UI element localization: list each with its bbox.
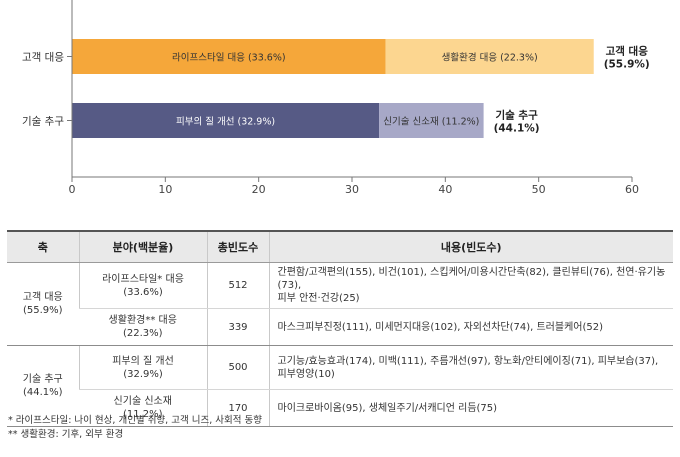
field-cell: 피부의 질 개선 (32.9%) bbox=[78, 345, 207, 390]
footnote-environment: ** 생활환경: 기후, 외부 환경 bbox=[8, 429, 124, 440]
stacked-bar-chart: 0 10 20 30 40 50 60 고객 대응 라이프스타일 대응 (33.6%) 생활환경… bbox=[22, 0, 650, 196]
category-label: 기술 추구 bbox=[22, 116, 64, 128]
category-label: 고객 대응 bbox=[22, 52, 64, 64]
content-line: 피부 안전·건강(25) bbox=[277, 293, 360, 304]
field-percent: (11.2%) bbox=[122, 409, 163, 420]
x-tick-label: 20 bbox=[252, 183, 266, 196]
x-tick-label: 60 bbox=[625, 183, 639, 196]
content-line: 고기능/효능효과(174), 미백(111), 주름개선(97), 항노화/안티… bbox=[277, 355, 659, 367]
total-label: 고객 대응 bbox=[606, 45, 649, 58]
count-cell: 512 bbox=[206, 262, 269, 309]
segment-label: 피부의 질 개선 (32.9%) bbox=[176, 116, 275, 128]
field-name: 신기술 신소재 bbox=[113, 396, 172, 407]
field-name: 라이프스타일* 대응 bbox=[102, 273, 184, 285]
segment-label: 생활환경 대응 (22.3%) bbox=[442, 52, 538, 64]
content-line: 마스크피부진정(111), 미세먼지대응(102), 자외선차단(74), 트러… bbox=[277, 321, 604, 333]
table-row: 기술 추구 (44.1%) 피부의 질 개선 (32.9%) 500 고기능/효… bbox=[7, 345, 673, 427]
bar-segment bbox=[72, 39, 386, 74]
frequency-table: 축 분야(백분율) 총빈도수 내용(빈도수) 고객 대응 (55.9%) 라이프… bbox=[7, 230, 673, 427]
header-axis: 축 bbox=[7, 230, 79, 263]
header-content: 내용(빈도수) bbox=[268, 230, 673, 263]
axis-name: 기술 추구 bbox=[22, 374, 63, 385]
footnote-lifestyle: * 라이프스타일: 나이 현상, 개인별 취향, 고객 니즈, 사회적 동향 bbox=[8, 415, 262, 426]
axis-percent: (44.1%) bbox=[22, 387, 63, 398]
count-cell: 339 bbox=[206, 308, 269, 346]
table-row: 고객 대응 (55.9%) 라이프스타일* 대응 (33.6%) 512 간편함… bbox=[7, 262, 673, 346]
field-cell: 라이프스타일* 대응 (33.6%) bbox=[78, 262, 207, 309]
total-percent: (44.1%) bbox=[494, 123, 540, 135]
x-tick-label: 0 bbox=[69, 183, 76, 196]
field-percent: (32.9%) bbox=[123, 368, 163, 380]
footnotes: * 라이프스타일: 나이 현상, 개인별 취향, 고객 니즈, 사회적 동향 *… bbox=[8, 414, 262, 442]
axis-percent: (55.9%) bbox=[22, 305, 63, 316]
x-tick-label: 50 bbox=[532, 183, 546, 196]
bar-segment bbox=[379, 103, 484, 138]
table-header-row: 축 분야(백분율) 총빈도수 내용(빈도수) bbox=[7, 230, 673, 263]
table-row: 신기술 신소재 (11.2%) 170 마이크로바이옴(95), 생체일주기/서… bbox=[7, 389, 673, 427]
content-line: 마이크로바이옴(95), 생체일주기/서캐디언 리듬(75) bbox=[277, 402, 498, 414]
count-cell: 170 bbox=[206, 389, 269, 427]
count-cell: 500 bbox=[206, 345, 269, 390]
field-name: 피부의 질 개선 bbox=[112, 355, 174, 367]
segment-label: 라이프스타일 대응 (33.6%) bbox=[172, 53, 286, 64]
content-cell: 마이크로바이옴(95), 생체일주기/서캐디언 리듬(75) bbox=[268, 389, 673, 427]
bar-segment bbox=[385, 39, 594, 74]
axis-cell: 고객 대응 (55.9%) bbox=[7, 262, 79, 346]
content-line: 피부영양(10) bbox=[277, 368, 335, 380]
content-cell: 간편함/고객편의(155), 비건(101), 스킵케어/미용시간단축(82),… bbox=[268, 262, 673, 309]
field-percent: (22.3%) bbox=[122, 328, 163, 339]
field-name: 생활환경** 대응 bbox=[108, 315, 177, 326]
field-cell: 생활환경** 대응 (22.3%) bbox=[79, 308, 207, 346]
axis-name: 고객 대응 bbox=[22, 292, 63, 303]
segment-label: 신기술 신소재 (11.2%) bbox=[383, 117, 479, 128]
total-label: 기술 추구 bbox=[495, 109, 538, 122]
header-field: 분야(백분율) bbox=[78, 230, 207, 263]
table-row: 생활환경** 대응 (22.3%) 339 마스크피부진정(111), 미세먼지… bbox=[7, 308, 673, 346]
x-tick-label: 30 bbox=[345, 183, 359, 196]
field-percent: (33.6%) bbox=[123, 286, 163, 298]
content-cell: 마스크피부진정(111), 미세먼지대응(102), 자외선차단(74), 트러… bbox=[268, 308, 673, 346]
x-tick-label: 10 bbox=[158, 183, 172, 196]
content-line: 간편함/고객편의(155), 비건(101), 스킵케어/미용시간단축(82),… bbox=[277, 267, 666, 291]
x-tick-label: 40 bbox=[438, 183, 452, 196]
bar-segment bbox=[72, 103, 380, 138]
header-count: 총빈도수 bbox=[206, 230, 269, 263]
total-percent: (55.9%) bbox=[604, 59, 650, 71]
axis-cell: 기술 추구 (44.1%) bbox=[7, 345, 79, 427]
field-cell: 신기술 신소재 (11.2%) bbox=[79, 389, 207, 427]
content-cell: 고기능/효능효과(174), 미백(111), 주름개선(97), 항노화/안티… bbox=[268, 345, 673, 390]
